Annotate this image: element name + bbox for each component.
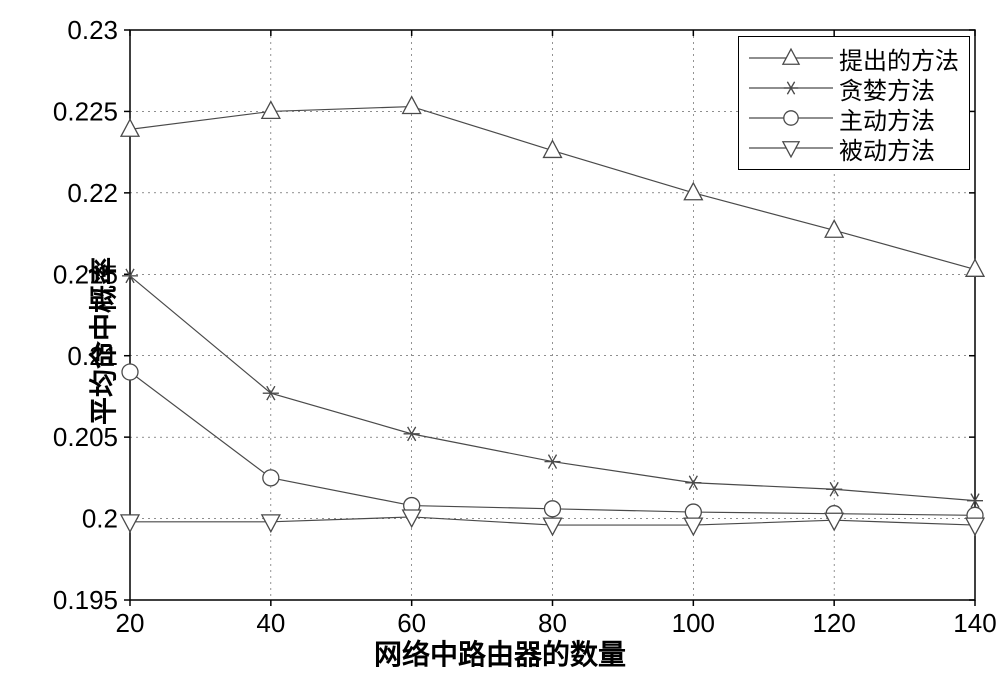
x-tick-label: 120 [812, 608, 855, 638]
legend: 提出的方法贪婪方法主动方法被动方法 [738, 36, 970, 170]
legend-item-passive: 被动方法 [749, 133, 959, 163]
y-axis-label: 平均命中概率 [82, 256, 122, 424]
y-tick-label: 0.195 [53, 585, 118, 615]
legend-swatch [749, 106, 833, 130]
x-axis-label: 网络中路由器的数量 [374, 633, 626, 673]
legend-swatch [749, 46, 833, 70]
y-tick-label: 0.2 [82, 504, 118, 534]
x-tick-label: 140 [953, 608, 996, 638]
legend-swatch [749, 76, 833, 100]
x-tick-label: 20 [116, 608, 145, 638]
x-tick-label: 40 [256, 608, 285, 638]
legend-label: 被动方法 [839, 131, 935, 166]
legend-item-greedy: 贪婪方法 [749, 73, 959, 103]
legend-item-active: 主动方法 [749, 103, 959, 133]
legend-item-proposed: 提出的方法 [749, 43, 959, 73]
y-tick-label: 0.23 [67, 15, 118, 45]
y-tick-label: 0.205 [53, 422, 118, 452]
y-tick-label: 0.22 [67, 178, 118, 208]
x-tick-label: 100 [672, 608, 715, 638]
y-tick-label: 0.225 [53, 97, 118, 127]
legend-swatch [749, 136, 833, 160]
chart-container: 204060801001201400.1950.20.2050.210.2150… [0, 0, 1000, 681]
